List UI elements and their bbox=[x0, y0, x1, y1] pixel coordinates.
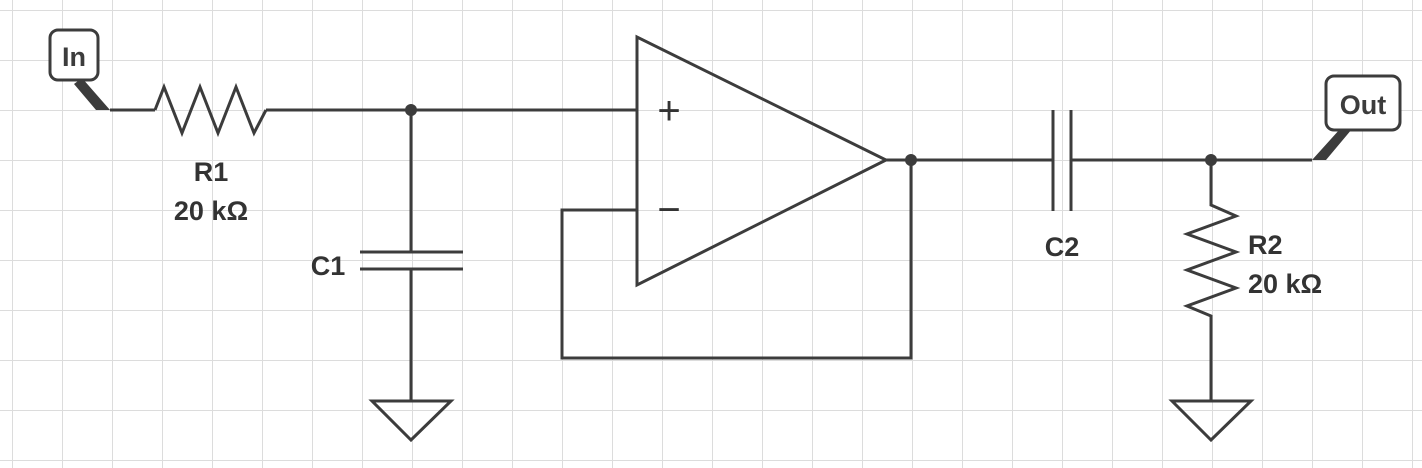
opamp-plus-sign: + bbox=[657, 89, 680, 133]
ground-symbol-1 bbox=[368, 399, 455, 443]
input-port[interactable]: In bbox=[48, 28, 110, 110]
wire-feedback bbox=[560, 160, 913, 360]
opamp-body bbox=[635, 34, 890, 288]
input-port-pointer bbox=[74, 78, 110, 110]
c1-name: C1 bbox=[311, 251, 346, 281]
resistor-r2[interactable] bbox=[1182, 160, 1241, 401]
resistor-r1[interactable] bbox=[153, 82, 268, 138]
r1-value: 20 kΩ bbox=[174, 196, 248, 226]
output-port-box bbox=[1324, 74, 1402, 132]
junction-opamp-out bbox=[905, 154, 917, 166]
c2-name: C2 bbox=[1045, 232, 1080, 262]
output-port-label: Out bbox=[1340, 90, 1387, 120]
input-port-box bbox=[48, 28, 100, 82]
ground-symbol-2 bbox=[1168, 399, 1255, 443]
r2-name: R2 bbox=[1248, 230, 1283, 260]
output-port[interactable]: Out bbox=[1312, 74, 1402, 160]
r1-name: R1 bbox=[194, 157, 229, 187]
opamp[interactable]: + − bbox=[635, 34, 890, 288]
output-port-pointer bbox=[1312, 129, 1352, 160]
input-port-label: In bbox=[62, 42, 86, 72]
r2-value: 20 kΩ bbox=[1248, 269, 1322, 299]
opamp-minus-sign: − bbox=[657, 188, 680, 232]
